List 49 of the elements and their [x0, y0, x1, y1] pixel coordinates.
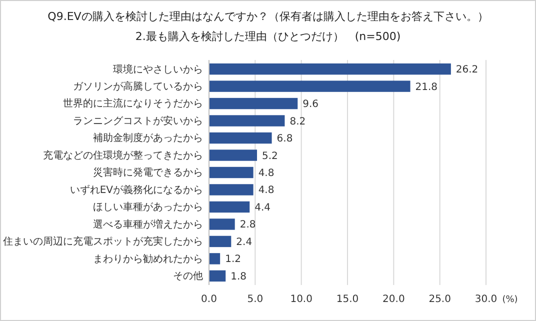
data-label: 4.4: [254, 202, 271, 214]
data-label: 1.2: [225, 254, 241, 266]
y-tick-label: 補助金制度があったから: [93, 132, 203, 144]
bar: [209, 270, 226, 282]
x-axis-title: (%): [502, 295, 518, 305]
bar: [209, 201, 250, 213]
x-tick-label: 5.0: [247, 294, 264, 306]
y-tick-label: 環境にやさしいから: [113, 63, 203, 76]
data-label: 2.8: [240, 220, 256, 231]
x-tick-label: 20.0: [382, 294, 405, 306]
bar: [209, 115, 285, 126]
x-tick-label: 25.0: [428, 294, 451, 306]
y-tick-label: 世界的に主流になりそうだから: [63, 98, 203, 110]
y-tick-label: まわりから勧めれたから: [93, 254, 203, 265]
x-tick-label: 10.0: [290, 294, 312, 306]
bar: [209, 236, 232, 248]
data-label: 6.8: [276, 134, 293, 145]
data-label: 2.4: [236, 236, 252, 248]
data-label: 1.8: [230, 271, 247, 282]
bar: [209, 98, 298, 110]
data-label: 4.8: [258, 185, 274, 196]
data-label: 5.2: [262, 150, 278, 162]
y-tick-label: いずれEVが義務化になるから: [70, 184, 203, 196]
data-label: 9.6: [302, 99, 319, 110]
bar: [209, 150, 258, 161]
y-tick-label: 充電などの住環境が整ってきたから: [43, 149, 203, 162]
bar: [209, 63, 451, 75]
bar: [209, 253, 220, 264]
data-label: 26.2: [456, 64, 478, 76]
bar: [209, 132, 272, 144]
x-tick-label: 15.0: [336, 294, 359, 306]
y-tick-label: 選べる車種が増えたから: [93, 218, 203, 230]
bar: [209, 80, 410, 92]
data-label: 8.2: [290, 116, 306, 128]
y-tick-label: ランニングコストが安いから: [73, 114, 203, 127]
x-tick-label: 30.0: [474, 294, 498, 306]
y-tick-label: ガソリンが高騰しているから: [73, 80, 203, 92]
y-tick-label: 住まいの周辺に充電スポットが充実したから: [3, 236, 203, 248]
chart-subtitle: 2.最も購入を検討した理由（ひとつだけ） (n=500): [135, 30, 401, 43]
chart-title: Q9.EVの購入を検討した理由はなんですか？（保有者は購入した理由をお答え下さい。）: [48, 10, 488, 23]
bar: [209, 166, 254, 178]
x-tick-label: 0.0: [201, 294, 217, 306]
y-tick-label: その他: [173, 270, 203, 282]
y-tick-label: 災害時に発電できるから: [93, 166, 203, 179]
bar: [209, 218, 235, 230]
data-label: 4.8: [258, 168, 274, 179]
bar: [209, 184, 254, 196]
data-label: 21.8: [415, 82, 438, 93]
y-tick-label: ほしい車種があったから: [93, 201, 203, 214]
